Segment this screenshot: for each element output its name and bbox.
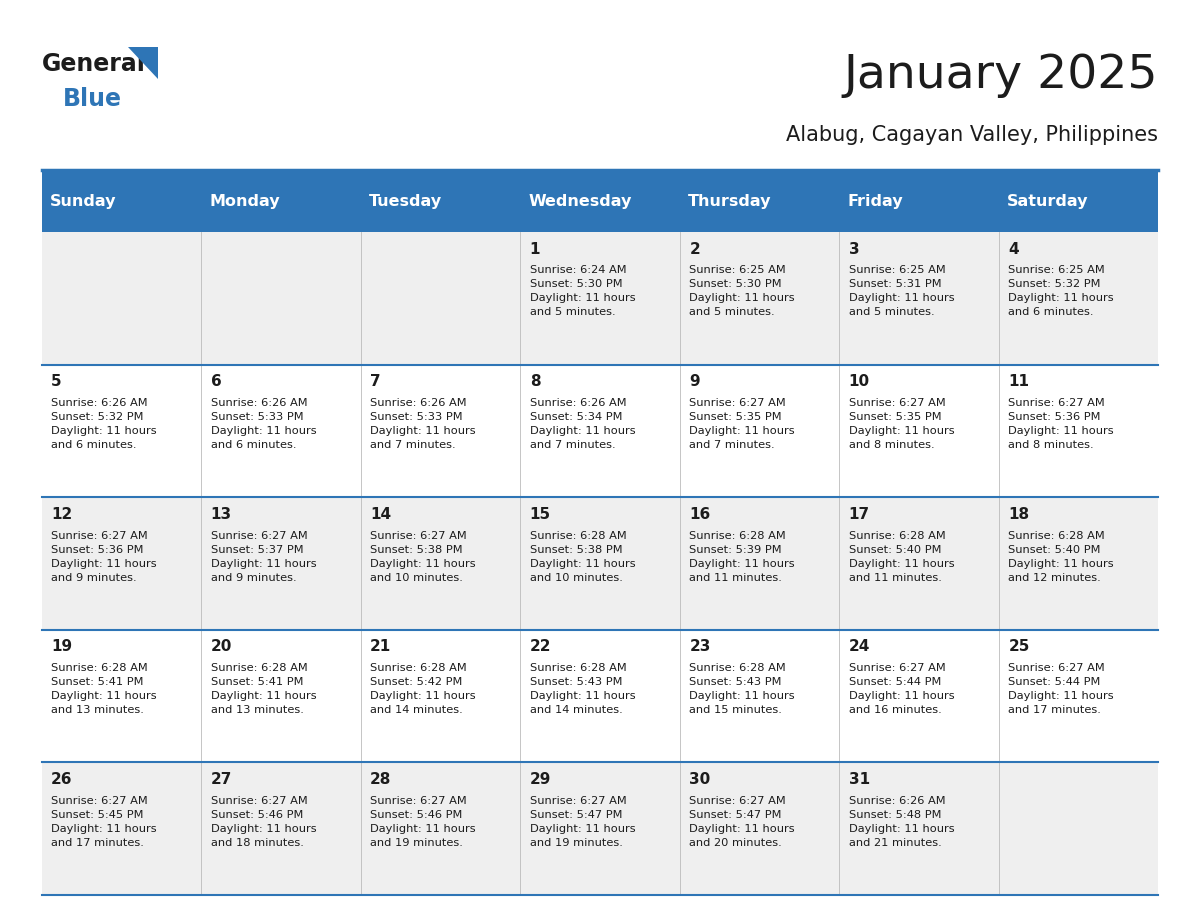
Text: General: General [42, 51, 145, 76]
Text: Sunrise: 6:24 AM
Sunset: 5:30 PM
Daylight: 11 hours
and 5 minutes.: Sunrise: 6:24 AM Sunset: 5:30 PM Dayligh… [530, 265, 636, 318]
Bar [42, 170, 1158, 232]
Text: Alabug, Cagayan Valley, Philippines: Alabug, Cagayan Valley, Philippines [786, 126, 1158, 145]
Text: Sunrise: 6:28 AM
Sunset: 5:43 PM
Daylight: 11 hours
and 15 minutes.: Sunrise: 6:28 AM Sunset: 5:43 PM Dayligh… [689, 663, 795, 715]
Text: Sunrise: 6:27 AM
Sunset: 5:46 PM
Daylight: 11 hours
and 18 minutes.: Sunrise: 6:27 AM Sunset: 5:46 PM Dayligh… [210, 796, 316, 847]
Text: Sunrise: 6:25 AM
Sunset: 5:32 PM
Daylight: 11 hours
and 6 minutes.: Sunrise: 6:25 AM Sunset: 5:32 PM Dayligh… [1009, 265, 1114, 318]
Text: 15: 15 [530, 507, 551, 521]
Text: Sunrise: 6:28 AM
Sunset: 5:41 PM
Daylight: 11 hours
and 13 minutes.: Sunrise: 6:28 AM Sunset: 5:41 PM Dayligh… [51, 663, 157, 715]
Text: 30: 30 [689, 772, 710, 787]
Text: 19: 19 [51, 639, 72, 655]
Text: 3: 3 [848, 241, 859, 256]
Text: 2: 2 [689, 241, 700, 256]
Text: Sunrise: 6:27 AM
Sunset: 5:46 PM
Daylight: 11 hours
and 19 minutes.: Sunrise: 6:27 AM Sunset: 5:46 PM Dayligh… [371, 796, 476, 847]
Text: Sunrise: 6:27 AM
Sunset: 5:37 PM
Daylight: 11 hours
and 9 minutes.: Sunrise: 6:27 AM Sunset: 5:37 PM Dayligh… [210, 531, 316, 583]
Text: 28: 28 [371, 772, 392, 787]
Text: 13: 13 [210, 507, 232, 521]
Text: Sunrise: 6:27 AM
Sunset: 5:35 PM
Daylight: 11 hours
and 8 minutes.: Sunrise: 6:27 AM Sunset: 5:35 PM Dayligh… [848, 398, 954, 450]
Text: 25: 25 [1009, 639, 1030, 655]
Text: Thursday: Thursday [688, 194, 771, 208]
Text: 16: 16 [689, 507, 710, 521]
Text: Sunrise: 6:26 AM
Sunset: 5:33 PM
Daylight: 11 hours
and 7 minutes.: Sunrise: 6:26 AM Sunset: 5:33 PM Dayligh… [371, 398, 476, 450]
Text: Sunrise: 6:28 AM
Sunset: 5:39 PM
Daylight: 11 hours
and 11 minutes.: Sunrise: 6:28 AM Sunset: 5:39 PM Dayligh… [689, 531, 795, 583]
Text: Sunrise: 6:25 AM
Sunset: 5:30 PM
Daylight: 11 hours
and 5 minutes.: Sunrise: 6:25 AM Sunset: 5:30 PM Dayligh… [689, 265, 795, 318]
Text: Sunrise: 6:26 AM
Sunset: 5:32 PM
Daylight: 11 hours
and 6 minutes.: Sunrise: 6:26 AM Sunset: 5:32 PM Dayligh… [51, 398, 157, 450]
Text: Sunrise: 6:26 AM
Sunset: 5:33 PM
Daylight: 11 hours
and 6 minutes.: Sunrise: 6:26 AM Sunset: 5:33 PM Dayligh… [210, 398, 316, 450]
Text: Sunrise: 6:28 AM
Sunset: 5:40 PM
Daylight: 11 hours
and 12 minutes.: Sunrise: 6:28 AM Sunset: 5:40 PM Dayligh… [1009, 531, 1114, 583]
Text: Wednesday: Wednesday [529, 194, 632, 208]
Text: Monday: Monday [209, 194, 279, 208]
Text: 1: 1 [530, 241, 541, 256]
Text: January 2025: January 2025 [843, 53, 1158, 98]
Text: 31: 31 [848, 772, 870, 787]
Bar [42, 498, 1158, 630]
Text: 5: 5 [51, 375, 62, 389]
Text: Sunrise: 6:26 AM
Sunset: 5:48 PM
Daylight: 11 hours
and 21 minutes.: Sunrise: 6:26 AM Sunset: 5:48 PM Dayligh… [848, 796, 954, 847]
Text: Sunrise: 6:28 AM
Sunset: 5:38 PM
Daylight: 11 hours
and 10 minutes.: Sunrise: 6:28 AM Sunset: 5:38 PM Dayligh… [530, 531, 636, 583]
Text: Tuesday: Tuesday [368, 194, 442, 208]
Text: Sunrise: 6:28 AM
Sunset: 5:41 PM
Daylight: 11 hours
and 13 minutes.: Sunrise: 6:28 AM Sunset: 5:41 PM Dayligh… [210, 663, 316, 715]
Text: 20: 20 [210, 639, 232, 655]
Text: 9: 9 [689, 375, 700, 389]
Text: Sunrise: 6:27 AM
Sunset: 5:47 PM
Daylight: 11 hours
and 20 minutes.: Sunrise: 6:27 AM Sunset: 5:47 PM Dayligh… [689, 796, 795, 847]
Text: Sunrise: 6:27 AM
Sunset: 5:45 PM
Daylight: 11 hours
and 17 minutes.: Sunrise: 6:27 AM Sunset: 5:45 PM Dayligh… [51, 796, 157, 847]
Text: Sunrise: 6:25 AM
Sunset: 5:31 PM
Daylight: 11 hours
and 5 minutes.: Sunrise: 6:25 AM Sunset: 5:31 PM Dayligh… [848, 265, 954, 318]
Text: 18: 18 [1009, 507, 1030, 521]
Text: Sunrise: 6:28 AM
Sunset: 5:42 PM
Daylight: 11 hours
and 14 minutes.: Sunrise: 6:28 AM Sunset: 5:42 PM Dayligh… [371, 663, 476, 715]
Text: Sunrise: 6:27 AM
Sunset: 5:36 PM
Daylight: 11 hours
and 9 minutes.: Sunrise: 6:27 AM Sunset: 5:36 PM Dayligh… [51, 531, 157, 583]
Text: 6: 6 [210, 375, 221, 389]
Text: 14: 14 [371, 507, 391, 521]
Text: 22: 22 [530, 639, 551, 655]
Text: 29: 29 [530, 772, 551, 787]
Text: Blue: Blue [63, 86, 122, 111]
Bar [42, 232, 1158, 364]
Text: 10: 10 [848, 375, 870, 389]
Text: Sunrise: 6:27 AM
Sunset: 5:44 PM
Daylight: 11 hours
and 16 minutes.: Sunrise: 6:27 AM Sunset: 5:44 PM Dayligh… [848, 663, 954, 715]
Text: Sunrise: 6:27 AM
Sunset: 5:47 PM
Daylight: 11 hours
and 19 minutes.: Sunrise: 6:27 AM Sunset: 5:47 PM Dayligh… [530, 796, 636, 847]
Text: Sunrise: 6:26 AM
Sunset: 5:34 PM
Daylight: 11 hours
and 7 minutes.: Sunrise: 6:26 AM Sunset: 5:34 PM Dayligh… [530, 398, 636, 450]
Text: 17: 17 [848, 507, 870, 521]
Text: Sunrise: 6:27 AM
Sunset: 5:36 PM
Daylight: 11 hours
and 8 minutes.: Sunrise: 6:27 AM Sunset: 5:36 PM Dayligh… [1009, 398, 1114, 450]
Text: Sunrise: 6:27 AM
Sunset: 5:38 PM
Daylight: 11 hours
and 10 minutes.: Sunrise: 6:27 AM Sunset: 5:38 PM Dayligh… [371, 531, 476, 583]
Text: Sunday: Sunday [50, 194, 116, 208]
Bar [42, 630, 1158, 763]
Text: Sunrise: 6:28 AM
Sunset: 5:43 PM
Daylight: 11 hours
and 14 minutes.: Sunrise: 6:28 AM Sunset: 5:43 PM Dayligh… [530, 663, 636, 715]
Text: 26: 26 [51, 772, 72, 787]
Text: 27: 27 [210, 772, 232, 787]
Text: Sunrise: 6:27 AM
Sunset: 5:35 PM
Daylight: 11 hours
and 7 minutes.: Sunrise: 6:27 AM Sunset: 5:35 PM Dayligh… [689, 398, 795, 450]
Text: Friday: Friday [847, 194, 903, 208]
Text: Sunrise: 6:27 AM
Sunset: 5:44 PM
Daylight: 11 hours
and 17 minutes.: Sunrise: 6:27 AM Sunset: 5:44 PM Dayligh… [1009, 663, 1114, 715]
Text: 21: 21 [371, 639, 392, 655]
Text: Sunrise: 6:28 AM
Sunset: 5:40 PM
Daylight: 11 hours
and 11 minutes.: Sunrise: 6:28 AM Sunset: 5:40 PM Dayligh… [848, 531, 954, 583]
Text: 11: 11 [1009, 375, 1029, 389]
Text: 8: 8 [530, 375, 541, 389]
Bar [42, 364, 1158, 498]
Text: 7: 7 [371, 375, 381, 389]
Text: 23: 23 [689, 639, 710, 655]
Bar [42, 763, 1158, 895]
Text: 4: 4 [1009, 241, 1019, 256]
Text: Saturday: Saturday [1006, 194, 1088, 208]
Polygon shape [128, 47, 158, 79]
Text: 12: 12 [51, 507, 72, 521]
Text: 24: 24 [848, 639, 870, 655]
